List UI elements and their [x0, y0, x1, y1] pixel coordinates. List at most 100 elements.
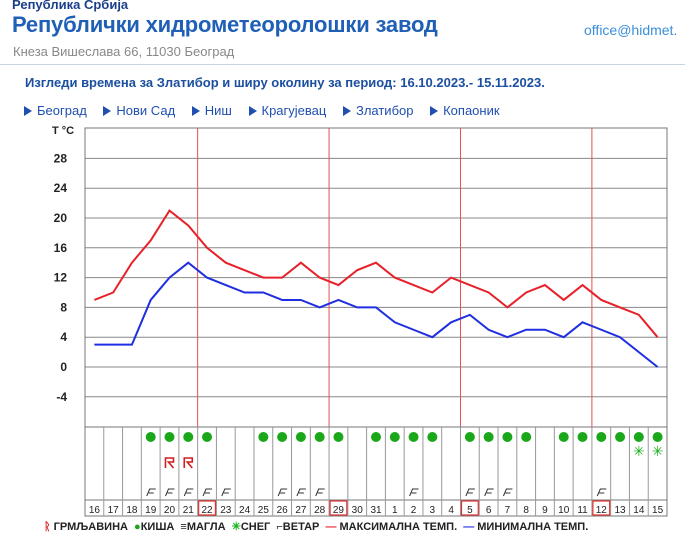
wind-icon: [465, 488, 475, 497]
day-label: 6: [486, 505, 492, 516]
wind-icon: [183, 488, 194, 497]
rain-icon: [464, 432, 475, 442]
y-tick-label: 12: [54, 271, 68, 285]
storm-icon: [164, 457, 175, 469]
y-tick-label: 0: [60, 360, 67, 374]
chart-legend: ᚱ ГРМЉАВИНА ●КИША ≡МАГЛА ✳СНЕГ ⌐ВЕТАР — …: [44, 520, 591, 533]
day-label: 9: [542, 505, 548, 516]
rain-icon: [521, 432, 532, 442]
day-label: 3: [430, 505, 436, 516]
min-temp-line: [94, 261, 659, 368]
rain-icon: [145, 432, 156, 442]
legend-storm-label: ГРМЉАВИНА: [53, 521, 128, 533]
min-line-icon: —: [463, 521, 475, 533]
day-highlight-box: [460, 500, 479, 516]
header-organization-title: Републички хидрометеоролошки завод: [12, 12, 438, 37]
rain-icon: [615, 432, 626, 442]
city-link-label: Златибор: [355, 103, 414, 118]
rain-icon: ●: [134, 521, 141, 533]
day-highlight-box: [329, 500, 348, 516]
day-label: 24: [239, 505, 251, 516]
day-label: 31: [370, 505, 382, 516]
fog-icon: ≡: [180, 521, 187, 533]
day-label: 28: [314, 505, 326, 516]
rain-icon: [202, 432, 213, 442]
y-tick-label: -4: [56, 390, 67, 404]
legend-wind: ⌐ВЕТАР: [276, 521, 319, 533]
y-axis-label: T °C: [52, 125, 74, 137]
legend-rain-label: КИША: [140, 521, 175, 533]
wind-icon: [502, 488, 513, 497]
legend-snow-label: СНЕГ: [240, 521, 271, 533]
day-label: 26: [277, 505, 289, 516]
day-label: 27: [295, 505, 307, 516]
day-label: 29: [333, 505, 345, 516]
max-temp-line: [94, 209, 659, 338]
city-link-label: Ниш: [204, 103, 232, 118]
legend-max: — МАКСИМАЛНА ТЕМП.: [325, 521, 457, 533]
legend-fog: ≡МАГЛА: [180, 521, 225, 533]
arrow-right-icon: [430, 106, 439, 116]
day-label: 22: [201, 505, 213, 516]
header-address: Кнеза Вишеслава 66, 11030 Београд: [13, 44, 235, 59]
rain-icon: [371, 432, 381, 442]
city-link-label: Београд: [37, 103, 87, 118]
rain-icon: [164, 432, 175, 442]
legend-max-label: МАКСИМАЛНА ТЕМП.: [339, 521, 458, 533]
city-link-label: Крагујевац: [261, 103, 327, 118]
day-label: 15: [652, 505, 664, 516]
legend-wind-label: ВЕТАР: [282, 521, 320, 533]
wind-icon: [315, 488, 325, 497]
city-link-kopaonik[interactable]: Копаоник: [430, 103, 500, 118]
storm-icon: [183, 457, 194, 469]
city-link-kragujevac[interactable]: Крагујевац: [248, 103, 327, 118]
rain-icon: [596, 432, 607, 442]
rain-icon: [633, 432, 644, 442]
legend-fog-label: МАГЛА: [186, 521, 226, 533]
y-tick-label: 4: [60, 330, 67, 344]
day-label: 13: [615, 505, 627, 516]
legend-rain: ●КИША: [134, 521, 174, 533]
header-divider: [0, 64, 685, 65]
y-tick-label: 16: [54, 241, 68, 255]
weather-frame: [84, 426, 668, 517]
rain-icon: [314, 432, 325, 442]
legend-storm: ᚱ ГРМЉАВИНА: [44, 521, 128, 533]
day-highlight-box: [592, 500, 611, 516]
y-tick-label: 20: [54, 211, 68, 225]
day-label: 20: [164, 505, 176, 516]
y-tick-label: 24: [54, 181, 68, 195]
header-country: Република Србија: [12, 0, 129, 12]
day-label: 30: [352, 505, 364, 516]
city-link-nis[interactable]: Ниш: [191, 103, 232, 118]
wind-icon: [165, 488, 175, 497]
rain-icon: [427, 432, 438, 442]
rain-icon: [408, 432, 419, 442]
day-highlight-box: [198, 500, 217, 516]
wind-icon: [296, 488, 306, 497]
city-link-label: Копаоник: [443, 103, 500, 118]
city-link-belgrade[interactable]: Београд: [24, 103, 87, 118]
header-email-link[interactable]: office@hidmet.: [584, 22, 678, 38]
city-link-zlatibor[interactable]: Златибор: [342, 103, 414, 118]
rain-icon: [502, 432, 513, 442]
city-link-novi-sad[interactable]: Нови Сад: [103, 103, 175, 118]
day-label: 18: [126, 505, 138, 516]
day-label: 19: [145, 505, 157, 516]
day-label: 2: [411, 505, 417, 516]
legend-snow: ✳СНЕГ: [232, 520, 271, 533]
rain-icon: [183, 432, 194, 442]
day-label: 8: [523, 505, 529, 516]
day-label: 17: [108, 505, 120, 516]
wind-icon: [221, 488, 231, 497]
day-label: 14: [633, 505, 645, 516]
y-tick-label: 8: [60, 300, 67, 314]
arrow-right-icon: [248, 106, 257, 116]
legend-min: — МИНИМАЛНА ТЕМП.: [463, 521, 588, 533]
wind-icon: ⌐: [276, 521, 283, 533]
day-label: 10: [558, 505, 570, 516]
day-label: 11: [577, 505, 588, 516]
rain-icon: [577, 432, 588, 442]
day-label: 25: [258, 505, 270, 516]
